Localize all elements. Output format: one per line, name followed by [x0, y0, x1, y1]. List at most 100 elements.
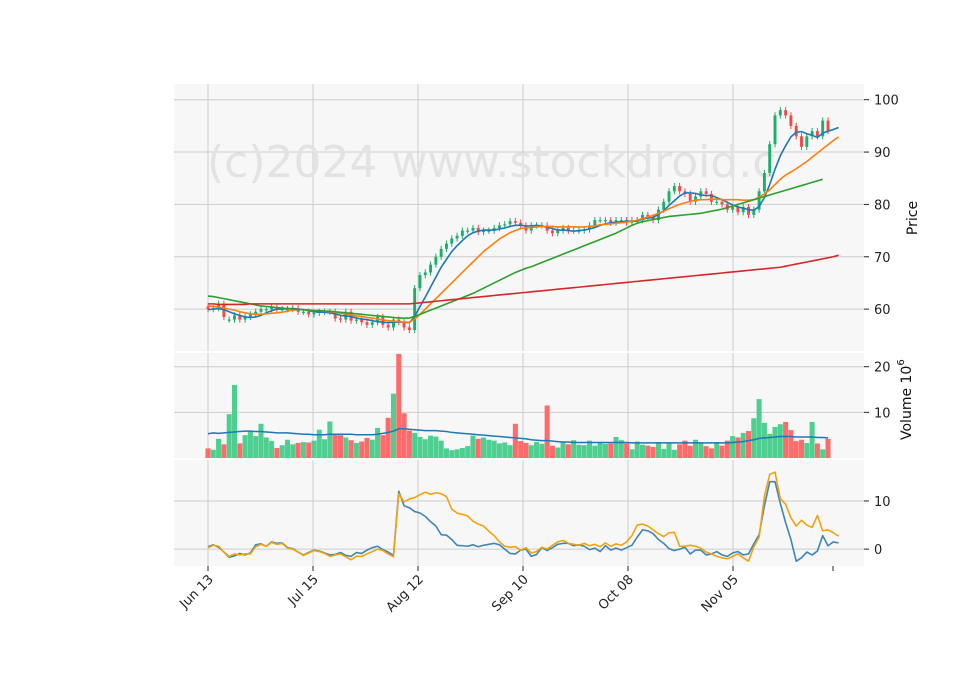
- candle-body: [704, 191, 708, 194]
- volume-bar-71: [581, 445, 587, 458]
- candle-body: [301, 311, 305, 313]
- candle-105: [762, 169, 766, 195]
- volume-bar-89: [677, 444, 683, 458]
- candle-40: [418, 271, 422, 292]
- volume-bar-38: [406, 430, 412, 458]
- candle-body: [747, 207, 750, 215]
- volume-axis-label-text: Volume 10: [899, 366, 915, 440]
- x-axis: Jun 13 Jul 15 Aug 12 Sep 10 Oct 08 Nov 05: [177, 566, 834, 615]
- candle-10: [259, 305, 263, 315]
- candle-44: [439, 245, 443, 260]
- candle-body: [466, 230, 470, 232]
- candle-9: [254, 308, 258, 318]
- volume-bar-14: [279, 445, 285, 458]
- candle-body: [482, 230, 486, 233]
- volume-bar-19: [306, 442, 312, 458]
- candle-110: [789, 112, 793, 130]
- price-panel: 60 70 80 90 100 (c)2024 www.stockdroid.c Price: [174, 84, 921, 351]
- volume-bar-59: [518, 441, 524, 458]
- volume-bar-57: [507, 445, 513, 458]
- volume-bar-26: [343, 437, 349, 458]
- volume-bar-91: [687, 445, 693, 458]
- volume-bar-58: [512, 423, 518, 458]
- candle-body: [768, 144, 772, 173]
- candle-body: [460, 230, 464, 236]
- volume-bar-83: [645, 445, 651, 458]
- candle-75: [603, 216, 607, 224]
- candle-52: [482, 227, 486, 236]
- price-ytick-label-4: 100: [874, 94, 899, 109]
- volume-bar-29: [359, 441, 365, 458]
- volume-bar-88: [671, 449, 677, 458]
- volume-bar-94: [703, 446, 709, 458]
- candle-47: [455, 232, 459, 242]
- candle-6: [238, 312, 242, 323]
- volume-bar-27: [348, 440, 354, 458]
- candle-body: [821, 120, 825, 137]
- candle-body: [784, 110, 788, 116]
- candle-body: [593, 220, 597, 226]
- volume-bar-4: [226, 414, 232, 458]
- volume-bar-74: [597, 442, 603, 458]
- candle-body: [286, 309, 289, 311]
- candle-body: [741, 207, 745, 213]
- price-panel-background: [174, 84, 864, 351]
- volume-bar-81: [634, 441, 640, 458]
- candle-body: [810, 131, 814, 137]
- volume-bar-10: [258, 423, 264, 458]
- candle-30: [365, 319, 369, 328]
- volume-bar-112: [798, 439, 805, 458]
- volume-ma-line: [207, 428, 829, 444]
- volume-bar-53: [486, 439, 492, 458]
- candle-body: [423, 272, 427, 276]
- volume-bar-20: [311, 440, 317, 458]
- candle-88: [672, 182, 676, 195]
- volume-bar-95: [708, 448, 714, 458]
- candle-body: [508, 221, 512, 225]
- candle-body: [709, 193, 713, 202]
- volume-bar-99: [730, 436, 736, 458]
- x-tick-label-2: Aug 12: [384, 572, 427, 615]
- candle-body: [270, 307, 274, 310]
- candle-body: [333, 311, 337, 319]
- ma20-line: [207, 178, 823, 319]
- x-tick-label-5: Nov 05: [699, 572, 742, 615]
- candle-body: [339, 318, 342, 320]
- x-tick-label-4: Oct 08: [596, 572, 637, 613]
- volume-bar-64: [544, 405, 550, 458]
- candle-body: [662, 201, 666, 210]
- candle-92: [694, 193, 697, 205]
- volume-bar-5: [231, 384, 238, 458]
- volume-bar-117: [825, 438, 831, 458]
- candle-66: [556, 227, 560, 237]
- candle-body: [688, 193, 692, 202]
- volume-bar-33: [380, 435, 386, 458]
- volume-bar-103: [751, 418, 757, 458]
- candle-body: [402, 322, 406, 328]
- candle-103: [752, 206, 756, 219]
- candle-95: [709, 190, 713, 205]
- candle-106: [768, 141, 772, 177]
- price-ytick-label-2: 80: [874, 198, 891, 213]
- candle-body: [699, 191, 703, 197]
- volume-panel: 10 20 Volume 106: [174, 353, 915, 458]
- candle-body: [609, 220, 613, 223]
- volume-bar-48: [459, 447, 465, 458]
- volume-bar-50: [470, 435, 476, 458]
- volume-bar-43: [433, 436, 439, 458]
- candle-body: [206, 306, 210, 310]
- x-tick-label-3: Sep 10: [489, 572, 532, 615]
- candle-body: [731, 207, 735, 210]
- candle-body: [418, 275, 422, 289]
- candle-0: [206, 303, 210, 313]
- candle-body: [254, 311, 258, 315]
- volume-bar-39: [412, 432, 418, 458]
- volume-bar-97: [719, 445, 725, 458]
- volume-bar-87: [666, 442, 672, 458]
- candle-72: [588, 222, 591, 233]
- volume-bar-110: [788, 430, 794, 458]
- volume-bar-114: [809, 421, 815, 458]
- volume-bar-2: [216, 438, 222, 458]
- volume-bar-115: [814, 443, 820, 458]
- candle-body: [238, 315, 242, 320]
